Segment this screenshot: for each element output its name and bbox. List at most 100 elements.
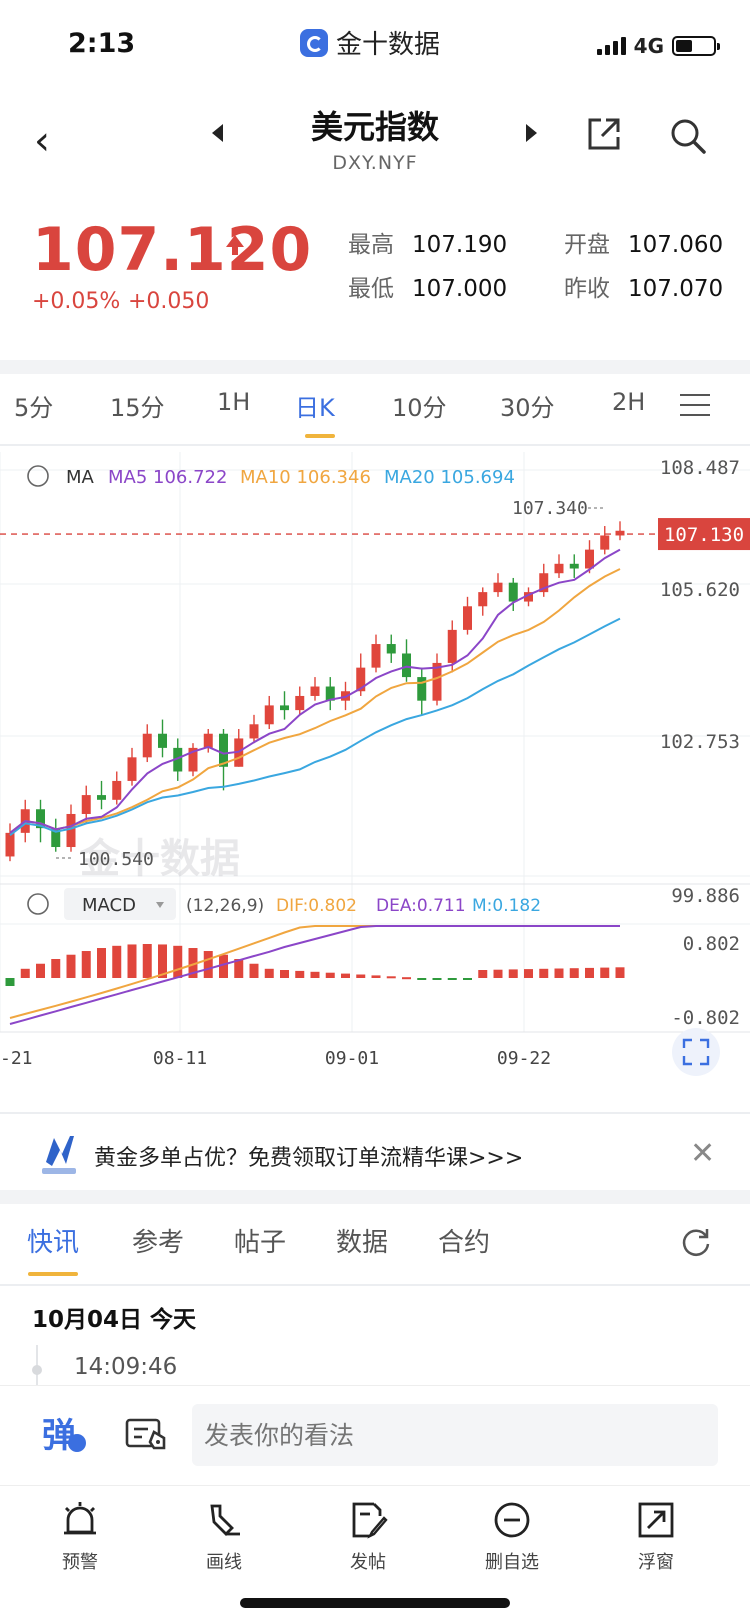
draw-line-icon [210, 1504, 240, 1536]
ma5-label: MA5 106.722 [108, 467, 227, 488]
close-icon[interactable]: ✕ [690, 1136, 716, 1171]
search-icon[interactable] [668, 116, 708, 156]
macd-bar [615, 967, 625, 978]
ad-banner[interactable]: 黄金多单占优？免费领取订单流精华课>>> ✕ [0, 1118, 750, 1190]
macd-bar [386, 976, 396, 979]
nav-header: ‹ 美元指数 DXY.NYF [0, 90, 750, 190]
home-indicator [240, 1598, 510, 1608]
x-tick-label: 08-11 [153, 1048, 207, 1069]
candle-body [554, 563, 564, 574]
news-date: 10月04日 今天 [32, 1307, 197, 1333]
ma20-label: MA20 105.694 [384, 467, 515, 488]
tab-posts[interactable]: 帖子 [234, 1228, 287, 1258]
news-tabs-divider [0, 1284, 750, 1286]
tab-10min[interactable]: 10分 [392, 394, 447, 422]
next-symbol-icon[interactable] [526, 124, 537, 142]
prev-symbol-icon[interactable] [212, 124, 223, 142]
candle-body [142, 733, 152, 758]
card-icon[interactable] [124, 1414, 168, 1454]
news-time: 14:09:46 [74, 1354, 178, 1380]
tab-2h[interactable]: 2H [612, 388, 646, 416]
float-window-icon [638, 1502, 674, 1538]
candle-body [356, 667, 366, 692]
quote-panel: 107.120 +0.05% +0.050 最高 107.190 开盘 107.06… [0, 205, 750, 345]
candle-body [97, 795, 106, 800]
candle-body [203, 733, 213, 748]
candle-body [447, 629, 457, 663]
tab-15min[interactable]: 15分 [110, 394, 165, 422]
post-button[interactable]: 发帖 [318, 1500, 418, 1574]
fullscreen-icon [682, 1038, 710, 1066]
remove-watchlist-icon [494, 1502, 530, 1538]
page-title: 美元指数 [310, 108, 439, 146]
macd-bar [264, 968, 274, 978]
macd-bar [127, 944, 137, 978]
y-tick-label: 105.620 [660, 579, 740, 601]
tab-daily-k[interactable]: 日K [295, 394, 335, 422]
change-value: +0.050 [128, 289, 210, 314]
macd-bar [36, 963, 45, 978]
menu-icon[interactable] [680, 394, 710, 416]
float-window-button[interactable]: 浮窗 [606, 1500, 706, 1574]
candle-body [402, 653, 411, 678]
alert-button[interactable]: 预警 [30, 1500, 130, 1574]
macd-bar [478, 970, 488, 978]
ad-text[interactable]: 黄金多单占优？免费领取订单流精华课>>> [94, 1146, 524, 1171]
candle-body [112, 780, 122, 800]
battery-icon [672, 36, 720, 56]
kline-chart[interactable]: 金十数据 108.487 105.620 102.753 99.886 MA MA5 106… [0, 452, 750, 1112]
symbol-code: DXY.NYF [332, 152, 418, 174]
candle-body [371, 644, 381, 668]
comment-input[interactable] [192, 1404, 718, 1466]
tab-5min[interactable]: 5分 [14, 394, 54, 422]
refresh-icon[interactable] [678, 1226, 712, 1260]
ma20-line [9, 617, 621, 836]
candle-body [524, 592, 533, 602]
m-label: M:0.182 [472, 896, 541, 916]
status-time: 2:13 [68, 28, 136, 59]
macd-bar [81, 951, 91, 978]
macd-bar [310, 971, 320, 978]
fullscreen-button-bg [672, 1028, 720, 1076]
macd-bar [371, 975, 381, 978]
macd-tick-bottom: -0.802 [671, 1007, 740, 1029]
status-right: 4G [596, 34, 720, 58]
status-bar: 2:13 金十数据 4G [0, 0, 750, 90]
ad-logo-icon [42, 1136, 76, 1174]
ma-settings-icon [27, 465, 49, 487]
dea-line [9, 925, 620, 1025]
tab-1h[interactable]: 1H [217, 388, 251, 416]
low-stat: 最低 107.000 [348, 276, 508, 302]
candle-body [463, 606, 472, 630]
tab-reference[interactable]: 参考 [132, 1228, 185, 1258]
active-tab-indicator [305, 434, 335, 438]
tab-contract[interactable]: 合约 [438, 1228, 491, 1258]
bell-icon [64, 1502, 96, 1535]
candle-body [539, 573, 549, 593]
back-icon[interactable]: ‹ [34, 118, 50, 164]
chart-bg [0, 452, 750, 1112]
alert-label: 预警 [62, 1552, 98, 1573]
tab-data[interactable]: 数据 [336, 1228, 389, 1258]
tab-flash-news[interactable]: 快讯 [27, 1228, 80, 1258]
candle-body [417, 677, 427, 701]
macd-bar [463, 978, 472, 980]
network-type: 4G [633, 34, 664, 58]
period-tabs: 5分 15分 1H 日K 10分 30分 2H [0, 378, 750, 440]
candle-body [5, 832, 15, 857]
candle-body [600, 535, 610, 550]
draw-line-button[interactable]: 画线 [174, 1500, 274, 1574]
candle-body [264, 705, 274, 725]
candle-body [280, 705, 289, 711]
share-icon[interactable] [586, 116, 622, 152]
tabs-divider [0, 444, 750, 446]
macd-bar [493, 969, 503, 978]
section-divider [0, 360, 750, 374]
app-logo-icon [300, 28, 328, 57]
macd-bar [203, 951, 213, 978]
tab-30min[interactable]: 30分 [500, 394, 555, 422]
x-tick-label: 09-01 [325, 1048, 379, 1069]
post-icon [352, 1502, 388, 1539]
remove-watchlist-button[interactable]: 删自选 [462, 1500, 562, 1574]
macd-bar [539, 968, 549, 978]
